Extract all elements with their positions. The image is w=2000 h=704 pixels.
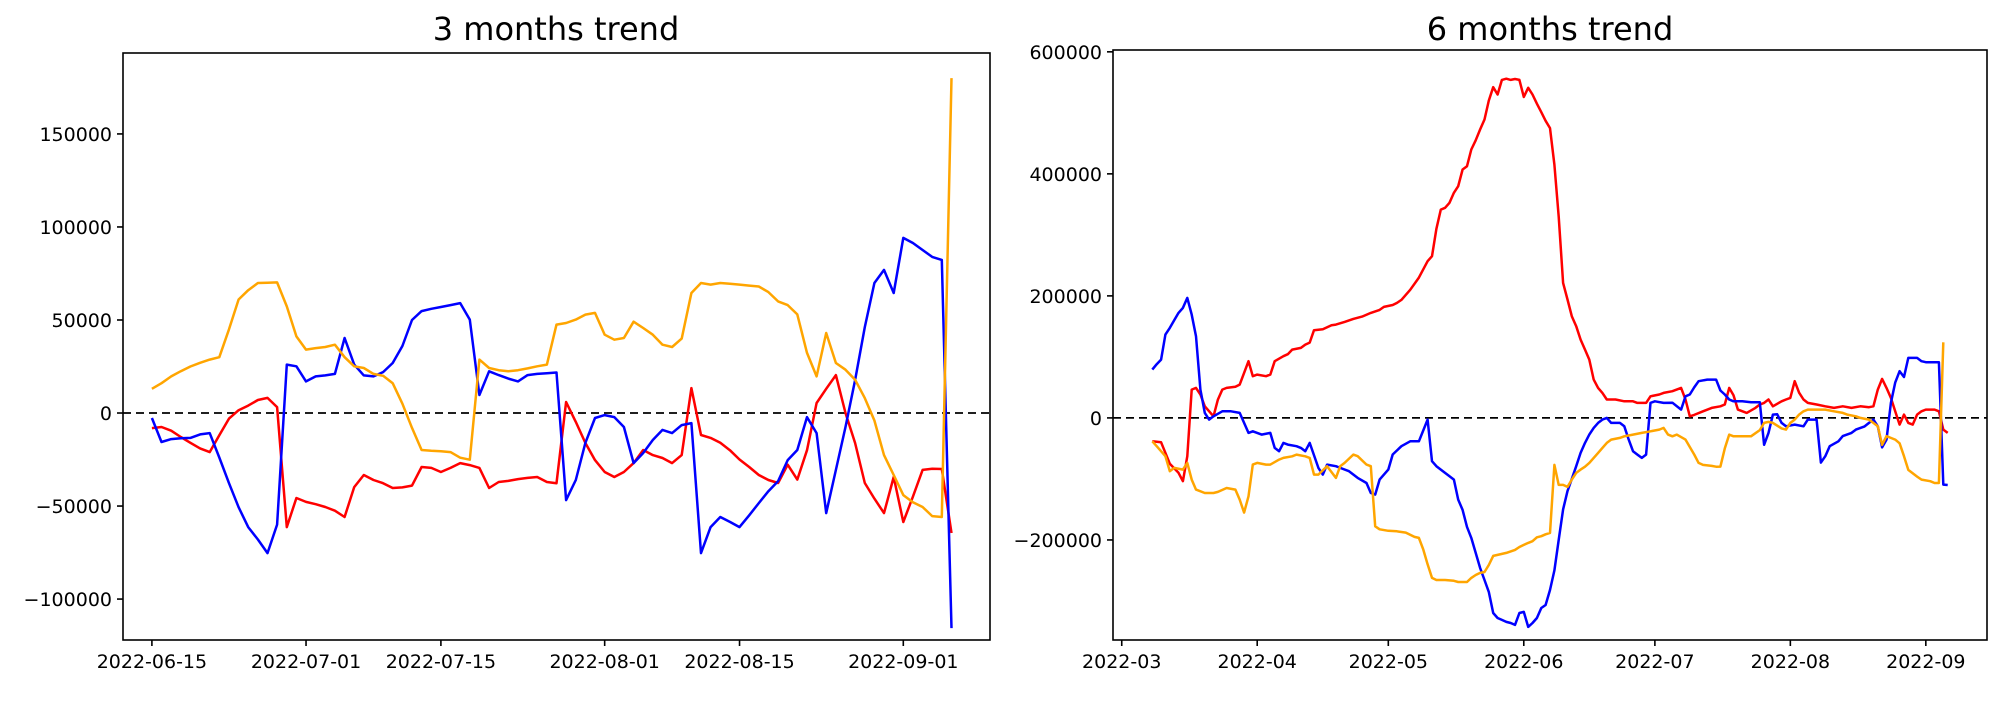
- y-tick-label: 100000: [39, 217, 112, 239]
- blue-series-line: [1151, 296, 1948, 629]
- chart-title-right: 6 months trend: [1427, 10, 1674, 48]
- three-months-plot: 2022-06-15 2022-07-01 2022-07-15 2022-08-01…: [24, 52, 991, 673]
- y-tick-label: 400000: [1029, 164, 1102, 186]
- y-tick-label: −200000: [1014, 530, 1102, 552]
- axes-frame: [122, 52, 991, 641]
- y-tick-label: 0: [1090, 408, 1102, 430]
- six-months-plot: 2022-03 2022-04 2022-05 2022-06 2022-07 2022-…: [1014, 42, 1988, 673]
- x-tick-label: 2022-05: [1349, 651, 1428, 673]
- x-tick-label: 2022-06: [1484, 651, 1563, 673]
- y-tick-label: 150000: [39, 124, 112, 146]
- red-series-line: [1152, 77, 1949, 483]
- chart-title-left: 3 months trend: [433, 10, 680, 48]
- y-tick-label: 600000: [1029, 42, 1102, 64]
- x-tick-label: 2022-09: [1886, 651, 1965, 673]
- axes-frame: [1112, 49, 1988, 641]
- three-months-panel: 3 months trend 2022-06-15 2022-07-01 2022-…: [24, 10, 991, 673]
- x-tick-label: 2022-07: [1615, 651, 1694, 673]
- y-tick-label: 200000: [1029, 286, 1102, 308]
- x-tick-label: 2022-03: [1082, 651, 1161, 673]
- red-series-line: [151, 373, 953, 534]
- y-tick-label: 0: [100, 403, 112, 425]
- y-tick-label: −100000: [24, 589, 112, 611]
- x-tick-label: 2022-07-15: [386, 651, 496, 673]
- x-tick-label: 2022-08-15: [684, 651, 794, 673]
- y-tick-label: 50000: [52, 310, 112, 332]
- six-months-panel: 6 months trend 2022-03 2022-04 2022-05 2022…: [1014, 10, 1988, 673]
- x-tick-label: 2022-04: [1218, 651, 1297, 673]
- y-tick-label: −50000: [36, 496, 112, 518]
- orange-series-line: [151, 78, 953, 519]
- x-tick-label: 2022-06-15: [97, 651, 207, 673]
- x-tick-label: 2022-08: [1751, 651, 1830, 673]
- x-tick-label: 2022-08-01: [549, 651, 659, 673]
- x-tick-label: 2022-07-01: [251, 651, 361, 673]
- blue-series-line: [150, 236, 953, 629]
- orange-series-line: [1151, 342, 1945, 584]
- x-tick-label: 2022-09-01: [848, 651, 958, 673]
